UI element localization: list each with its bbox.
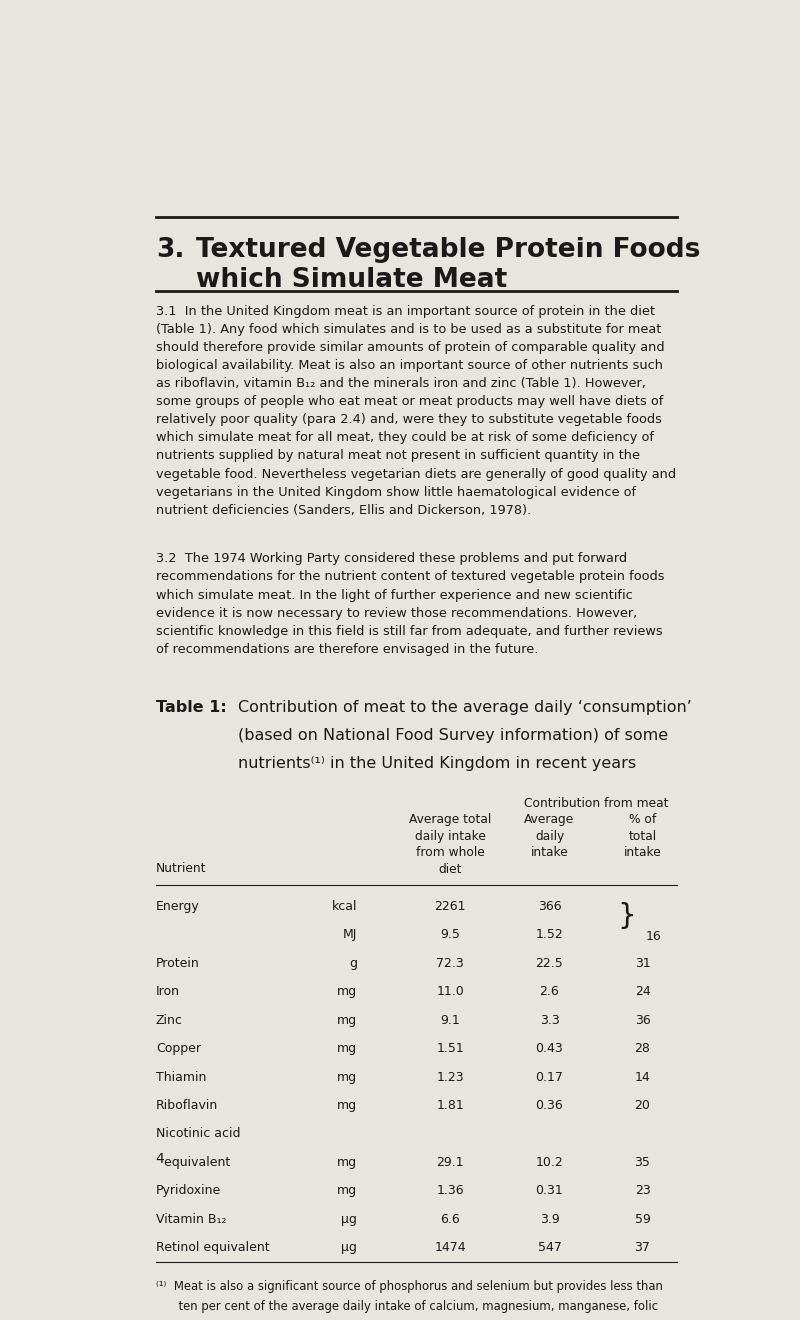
Text: 0.43: 0.43 <box>536 1041 563 1055</box>
Text: 11.0: 11.0 <box>437 985 464 998</box>
Text: recommendations for the nutrient content of textured vegetable protein foods: recommendations for the nutrient content… <box>156 570 664 583</box>
Text: 9.5: 9.5 <box>440 928 460 941</box>
Text: 1.51: 1.51 <box>437 1041 464 1055</box>
Text: MJ: MJ <box>343 928 358 941</box>
Text: Retinol equivalent: Retinol equivalent <box>156 1241 270 1254</box>
Text: 0.17: 0.17 <box>535 1071 563 1084</box>
Text: 1.23: 1.23 <box>437 1071 464 1084</box>
Text: mg: mg <box>337 1041 358 1055</box>
Text: 24: 24 <box>634 985 650 998</box>
Text: g: g <box>350 957 358 970</box>
Text: relatively poor quality (para 2.4) and, were they to substitute vegetable foods: relatively poor quality (para 2.4) and, … <box>156 413 662 426</box>
Text: 23: 23 <box>634 1184 650 1197</box>
Text: 22.5: 22.5 <box>536 957 563 970</box>
Text: ⁽¹⁾  Meat is also a significant source of phosphorus and selenium but provides l: ⁽¹⁾ Meat is also a significant source of… <box>156 1280 662 1292</box>
Text: μg: μg <box>342 1213 358 1226</box>
Text: which Simulate Meat: which Simulate Meat <box>196 267 507 293</box>
Text: 4: 4 <box>156 1152 165 1167</box>
Text: 366: 366 <box>538 900 562 912</box>
Text: 14: 14 <box>634 1071 650 1084</box>
Text: Contribution from meat: Contribution from meat <box>524 797 668 810</box>
Text: Nutrient: Nutrient <box>156 862 206 875</box>
Text: 1.36: 1.36 <box>437 1184 464 1197</box>
Text: Iron: Iron <box>156 985 180 998</box>
Text: ten per cent of the average daily intake of calcium, magnesium, manganese, folic: ten per cent of the average daily intake… <box>156 1300 658 1313</box>
Text: Average total
daily intake
from whole
diet: Average total daily intake from whole di… <box>409 813 491 876</box>
Text: vegetable food. Nevertheless vegetarian diets are generally of good quality and: vegetable food. Nevertheless vegetarian … <box>156 467 676 480</box>
Text: 3.: 3. <box>156 236 184 263</box>
Text: mg: mg <box>337 1014 358 1027</box>
Text: 0.36: 0.36 <box>536 1100 563 1111</box>
Text: 29.1: 29.1 <box>437 1156 464 1170</box>
Text: scientific knowledge in this field is still far from adequate, and further revie: scientific knowledge in this field is st… <box>156 624 662 638</box>
Text: 37: 37 <box>634 1241 650 1254</box>
Text: }: } <box>618 902 636 929</box>
Text: 59: 59 <box>634 1213 650 1226</box>
Text: 28: 28 <box>634 1041 650 1055</box>
Text: nutrients⁽¹⁾ in the United Kingdom in recent years: nutrients⁽¹⁾ in the United Kingdom in re… <box>238 756 636 771</box>
Text: biological availability. Meat is also an important source of other nutrients suc: biological availability. Meat is also an… <box>156 359 662 372</box>
Text: mg: mg <box>337 985 358 998</box>
Text: as riboflavin, vitamin B₁₂ and the minerals iron and zinc (Table 1). However,: as riboflavin, vitamin B₁₂ and the miner… <box>156 378 646 391</box>
Text: some groups of people who eat meat or meat products may well have diets of: some groups of people who eat meat or me… <box>156 395 663 408</box>
Text: of recommendations are therefore envisaged in the future.: of recommendations are therefore envisag… <box>156 643 538 656</box>
Text: nutrients supplied by natural meat not present in sufficient quantity in the: nutrients supplied by natural meat not p… <box>156 450 640 462</box>
Text: Thiamin: Thiamin <box>156 1071 206 1084</box>
Text: 1.52: 1.52 <box>536 928 563 941</box>
Text: Zinc: Zinc <box>156 1014 182 1027</box>
Text: 3.3: 3.3 <box>540 1014 559 1027</box>
Text: mg: mg <box>337 1184 358 1197</box>
Text: 2.6: 2.6 <box>540 985 559 998</box>
Text: 3.9: 3.9 <box>540 1213 559 1226</box>
Text: Riboflavin: Riboflavin <box>156 1100 218 1111</box>
Text: 1.81: 1.81 <box>437 1100 464 1111</box>
Text: nutrient deficiencies (Sanders, Ellis and Dickerson, 1978).: nutrient deficiencies (Sanders, Ellis an… <box>156 504 531 516</box>
Text: (based on National Food Survey information) of some: (based on National Food Survey informati… <box>238 729 668 743</box>
Text: equivalent: equivalent <box>156 1156 230 1170</box>
Text: should therefore provide similar amounts of protein of comparable quality and: should therefore provide similar amounts… <box>156 341 665 354</box>
Text: 20: 20 <box>634 1100 650 1111</box>
Text: Nicotinic acid: Nicotinic acid <box>156 1127 240 1140</box>
Text: 547: 547 <box>538 1241 562 1254</box>
Text: 3.2  The 1974 Working Party considered these problems and put forward: 3.2 The 1974 Working Party considered th… <box>156 552 627 565</box>
Text: 2261: 2261 <box>434 900 466 912</box>
Text: 0.31: 0.31 <box>536 1184 563 1197</box>
Text: kcal: kcal <box>332 900 358 912</box>
Text: 3.1  In the United Kingdom meat is an important source of protein in the diet: 3.1 In the United Kingdom meat is an imp… <box>156 305 654 318</box>
Text: Contribution of meat to the average daily ‘consumption’: Contribution of meat to the average dail… <box>238 700 691 714</box>
Text: μg: μg <box>342 1241 358 1254</box>
Text: which simulate meat. In the light of further experience and new scientific: which simulate meat. In the light of fur… <box>156 589 633 602</box>
Text: 9.1: 9.1 <box>441 1014 460 1027</box>
Text: which simulate meat for all meat, they could be at risk of some deficiency of: which simulate meat for all meat, they c… <box>156 432 654 445</box>
Text: Pyridoxine: Pyridoxine <box>156 1184 221 1197</box>
Text: Copper: Copper <box>156 1041 201 1055</box>
Text: 72.3: 72.3 <box>437 957 464 970</box>
Text: Vitamin B₁₂: Vitamin B₁₂ <box>156 1213 226 1226</box>
Text: mg: mg <box>337 1100 358 1111</box>
Text: mg: mg <box>337 1156 358 1170</box>
Text: vegetarians in the United Kingdom show little haematological evidence of: vegetarians in the United Kingdom show l… <box>156 486 636 499</box>
Text: Textured Vegetable Protein Foods: Textured Vegetable Protein Foods <box>196 236 701 263</box>
Text: 1474: 1474 <box>434 1241 466 1254</box>
Text: Protein: Protein <box>156 957 199 970</box>
Text: 36: 36 <box>634 1014 650 1027</box>
Text: 31: 31 <box>634 957 650 970</box>
Text: (Table 1). Any food which simulates and is to be used as a substitute for meat: (Table 1). Any food which simulates and … <box>156 323 661 335</box>
Text: mg: mg <box>337 1071 358 1084</box>
Text: Average
daily
intake: Average daily intake <box>524 813 574 859</box>
Text: 10.2: 10.2 <box>536 1156 563 1170</box>
Text: evidence it is now necessary to review those recommendations. However,: evidence it is now necessary to review t… <box>156 607 637 619</box>
Text: 16: 16 <box>646 931 662 944</box>
Text: 6.6: 6.6 <box>441 1213 460 1226</box>
Text: Table 1:: Table 1: <box>156 700 226 714</box>
Text: % of
total
intake: % of total intake <box>624 813 662 859</box>
Text: 35: 35 <box>634 1156 650 1170</box>
Text: Energy: Energy <box>156 900 199 912</box>
